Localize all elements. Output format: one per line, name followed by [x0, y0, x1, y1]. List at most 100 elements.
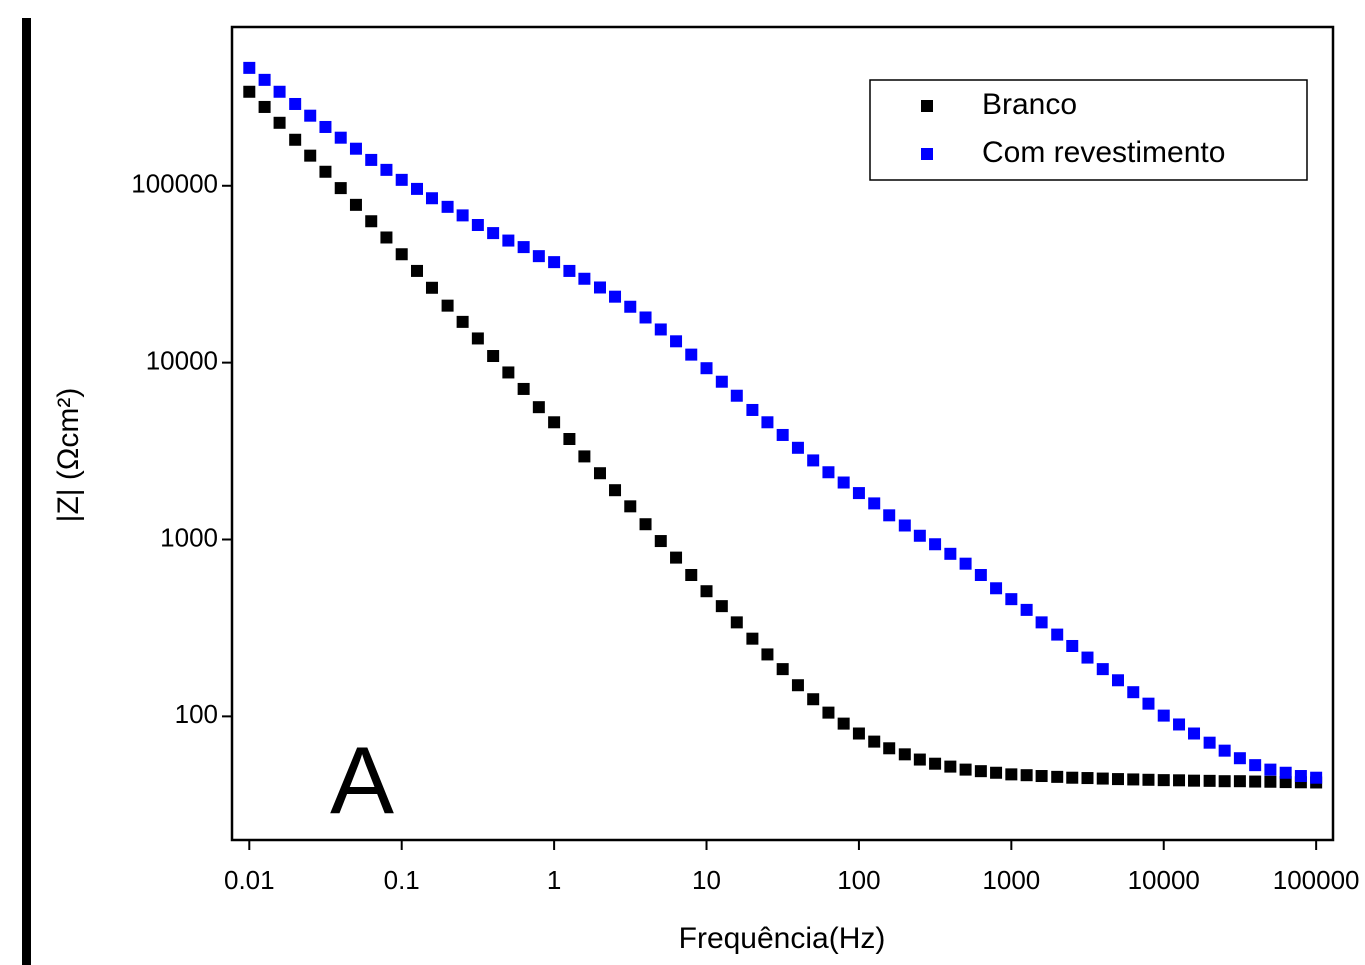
marker — [289, 133, 302, 146]
marker — [1127, 773, 1140, 786]
marker — [365, 153, 378, 166]
marker — [1279, 776, 1292, 789]
marker — [1249, 775, 1262, 788]
marker — [1233, 775, 1246, 788]
y-tick-label: 100 — [175, 699, 218, 729]
marker — [898, 748, 911, 761]
marker — [1173, 718, 1186, 731]
marker — [654, 323, 667, 336]
marker — [990, 582, 1003, 595]
marker — [1081, 772, 1094, 785]
marker — [868, 735, 881, 748]
marker — [837, 717, 850, 730]
marker — [730, 616, 743, 629]
x-tick-label: 0.1 — [384, 865, 420, 895]
marker — [1020, 769, 1033, 782]
marker — [578, 450, 591, 463]
marker — [852, 727, 865, 740]
marker — [883, 742, 896, 755]
marker — [776, 428, 789, 441]
marker — [532, 250, 545, 263]
marker — [517, 241, 530, 254]
marker — [883, 509, 896, 522]
marker — [1203, 736, 1216, 749]
legend-marker — [921, 100, 933, 112]
marker — [929, 538, 942, 551]
marker — [990, 766, 1003, 779]
marker — [243, 61, 256, 74]
plot-frame — [230, 25, 1335, 842]
marker — [715, 375, 728, 388]
marker — [609, 484, 622, 497]
marker — [425, 281, 438, 294]
marker — [1264, 775, 1277, 788]
marker — [289, 97, 302, 110]
x-tick-label: 100 — [837, 865, 880, 895]
marker — [685, 568, 698, 581]
marker — [1005, 593, 1018, 606]
marker — [791, 679, 804, 692]
marker — [974, 765, 987, 778]
marker — [456, 209, 469, 222]
marker — [959, 557, 972, 570]
y-tick-label: 100000 — [131, 169, 218, 199]
x-tick-label: 1000 — [982, 865, 1040, 895]
marker — [624, 300, 637, 313]
marker — [273, 85, 286, 98]
marker — [1188, 774, 1201, 787]
marker — [944, 547, 957, 560]
marker — [1051, 628, 1064, 641]
legend-box — [869, 79, 1308, 181]
marker — [334, 182, 347, 195]
marker — [807, 454, 820, 467]
marker — [791, 441, 804, 454]
marker — [700, 585, 713, 598]
marker — [624, 500, 637, 513]
marker — [944, 760, 957, 773]
marker — [776, 663, 789, 676]
marker — [1111, 674, 1124, 687]
marker — [1096, 663, 1109, 676]
marker — [1035, 616, 1048, 629]
x-tick-label: 1 — [547, 865, 561, 895]
marker — [1218, 775, 1231, 788]
marker — [1020, 603, 1033, 616]
legend-label: Com revestimento — [982, 136, 1225, 169]
marker — [746, 403, 759, 416]
marker — [761, 648, 774, 661]
marker — [502, 366, 515, 379]
marker — [654, 535, 667, 548]
marker — [913, 753, 926, 766]
marker — [1203, 774, 1216, 787]
marker — [1157, 709, 1170, 722]
marker — [1157, 774, 1170, 787]
legend-label: Branco — [982, 88, 1077, 121]
x-tick-label: 10 — [692, 865, 721, 895]
marker — [1127, 686, 1140, 699]
x-axis-label: Frequência(Hz) — [679, 922, 886, 955]
marker — [670, 551, 683, 564]
marker — [1249, 759, 1262, 772]
marker — [548, 256, 561, 269]
marker — [730, 389, 743, 402]
marker — [304, 109, 317, 122]
y-tick-label: 1000 — [160, 522, 218, 552]
marker — [1218, 744, 1231, 757]
marker — [273, 116, 286, 129]
left-bar — [22, 18, 31, 965]
marker — [487, 227, 500, 240]
marker — [487, 350, 500, 363]
marker — [1188, 727, 1201, 740]
marker — [441, 200, 454, 213]
marker — [1066, 771, 1079, 784]
marker — [1264, 763, 1277, 776]
marker — [578, 272, 591, 285]
marker — [395, 173, 408, 186]
marker — [1035, 770, 1048, 783]
marker — [349, 198, 362, 211]
marker — [395, 248, 408, 261]
marker — [929, 757, 942, 770]
marker — [974, 568, 987, 581]
marker — [913, 529, 926, 542]
